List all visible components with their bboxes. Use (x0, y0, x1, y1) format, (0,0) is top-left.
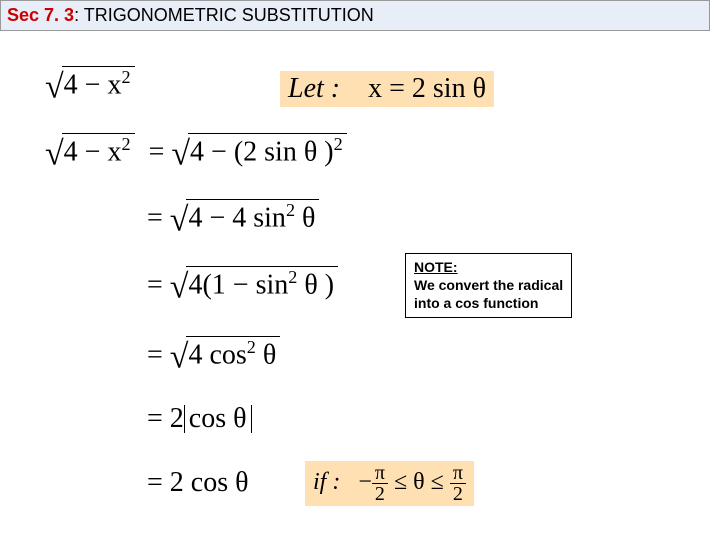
abs-value: cos θ (184, 405, 252, 433)
note-line2: into a cos function (414, 295, 538, 311)
note-title: NOTE: (414, 259, 458, 275)
let-equation: x = 2 sin θ (368, 73, 486, 104)
let-label: Let : (288, 73, 340, 104)
note-box: NOTE: We convert the radical into a cos … (405, 253, 572, 318)
expr-result: = 2 cos θ (147, 467, 249, 499)
math-content: √4 − x2 Let : x = 2 sin θ √4 − x2 = √4 −… (0, 31, 720, 531)
expr-step5: = 2cos θ (147, 403, 252, 435)
expr-step1: √4 − x2 = √4 − (2 sin θ )2 (45, 133, 347, 173)
section-number: Sec 7. 3 (7, 5, 74, 25)
section-title: : TRIGONOMETRIC SUBSTITUTION (74, 5, 374, 25)
section-header: Sec 7. 3: TRIGONOMETRIC SUBSTITUTION (0, 0, 710, 31)
condition-box: if : −π2 ≤ θ ≤ π2 (305, 461, 474, 506)
expr-step4: = √4 cos2 θ (147, 336, 280, 376)
note-line1: We convert the radical (414, 277, 563, 293)
expr-step2: = √4 − 4 sin2 θ (147, 199, 319, 239)
expr-step3: = √4(1 − sin2 θ ) (147, 266, 338, 306)
if-label: if : (313, 469, 340, 495)
substitution-box: Let : x = 2 sin θ (280, 71, 494, 107)
expr-original: √4 − x2 (45, 66, 135, 106)
